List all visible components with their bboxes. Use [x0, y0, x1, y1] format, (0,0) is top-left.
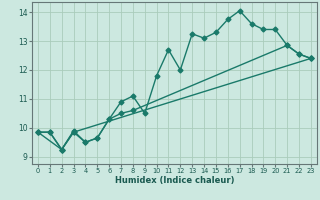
- X-axis label: Humidex (Indice chaleur): Humidex (Indice chaleur): [115, 176, 234, 185]
